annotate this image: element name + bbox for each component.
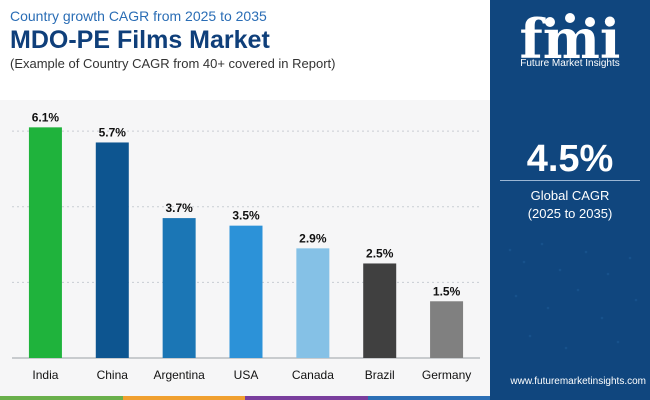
x-tick-label: Brazil xyxy=(365,368,395,382)
bar-india xyxy=(28,127,62,358)
bottom-color-strip xyxy=(0,396,490,400)
bar-usa xyxy=(229,225,263,358)
data-label: 6.1% xyxy=(32,110,60,124)
bar-argentina xyxy=(162,218,196,358)
data-label: 2.5% xyxy=(366,246,394,260)
x-tick-label: USA xyxy=(234,368,259,382)
x-tick-label: India xyxy=(32,368,58,382)
data-label: 5.7% xyxy=(99,125,127,139)
data-label: 3.5% xyxy=(232,209,260,223)
x-tick-label: Argentina xyxy=(153,368,205,382)
chart-note: (Example of Country CAGR from 40+ covere… xyxy=(10,56,336,71)
strip-segment xyxy=(0,396,123,400)
global-cagr-value: 4.5% xyxy=(526,138,614,180)
bar-china xyxy=(95,142,129,358)
data-label: 2.9% xyxy=(299,231,327,245)
strip-segment xyxy=(245,396,368,400)
brand-name: Future Market Insights xyxy=(520,58,620,69)
fmi-logo: fmi xyxy=(520,8,621,71)
map-pattern-decoration xyxy=(508,242,638,350)
x-tick-label: Canada xyxy=(292,368,334,382)
chart-subtitle: Country growth CAGR from 2025 to 2035 xyxy=(10,8,267,24)
website-link[interactable]: www.futuremarketinsights.com xyxy=(510,376,646,387)
bar-canada xyxy=(296,248,330,358)
header: Country growth CAGR from 2025 to 2035 MD… xyxy=(0,0,490,104)
strip-segment xyxy=(122,396,245,400)
divider xyxy=(500,180,640,181)
logo-dot-icon xyxy=(565,13,575,23)
chart-title: MDO-PE Films Market xyxy=(10,26,270,54)
logo-dot-icon xyxy=(545,17,555,27)
bar-germany xyxy=(430,301,464,358)
strip-segment xyxy=(367,396,490,400)
data-label: 3.7% xyxy=(165,201,193,215)
x-tick-label: China xyxy=(97,368,129,382)
x-tick-label: Germany xyxy=(422,368,471,382)
chart-area: 6.1% India 5.7% China 3.7% Argentina 3.5% USA 2.… xyxy=(0,100,490,396)
bar-chart: 6.1% India 5.7% China 3.7% Argentina 3.5% USA 2.… xyxy=(12,110,480,382)
global-cagr-label: Global CAGR xyxy=(530,188,610,203)
logo-dot-icon xyxy=(585,17,595,27)
sidebar: fmi Future Market Insights 4.5% Global C… xyxy=(490,0,650,400)
data-label: 1.5% xyxy=(433,284,461,298)
bar-brazil xyxy=(363,263,397,358)
global-cagr-period: (2025 to 2035) xyxy=(527,206,613,221)
